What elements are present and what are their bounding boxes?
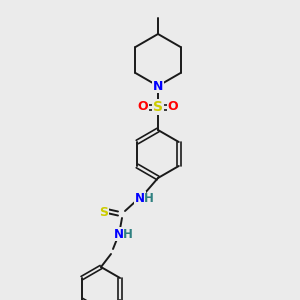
Text: S: S [153, 100, 163, 114]
Text: N: N [153, 80, 163, 92]
Text: H: H [144, 191, 154, 205]
Text: O: O [138, 100, 148, 113]
Text: S: S [100, 206, 109, 218]
Text: N: N [135, 191, 145, 205]
Text: H: H [123, 227, 133, 241]
Text: N: N [114, 227, 124, 241]
Text: O: O [168, 100, 178, 113]
